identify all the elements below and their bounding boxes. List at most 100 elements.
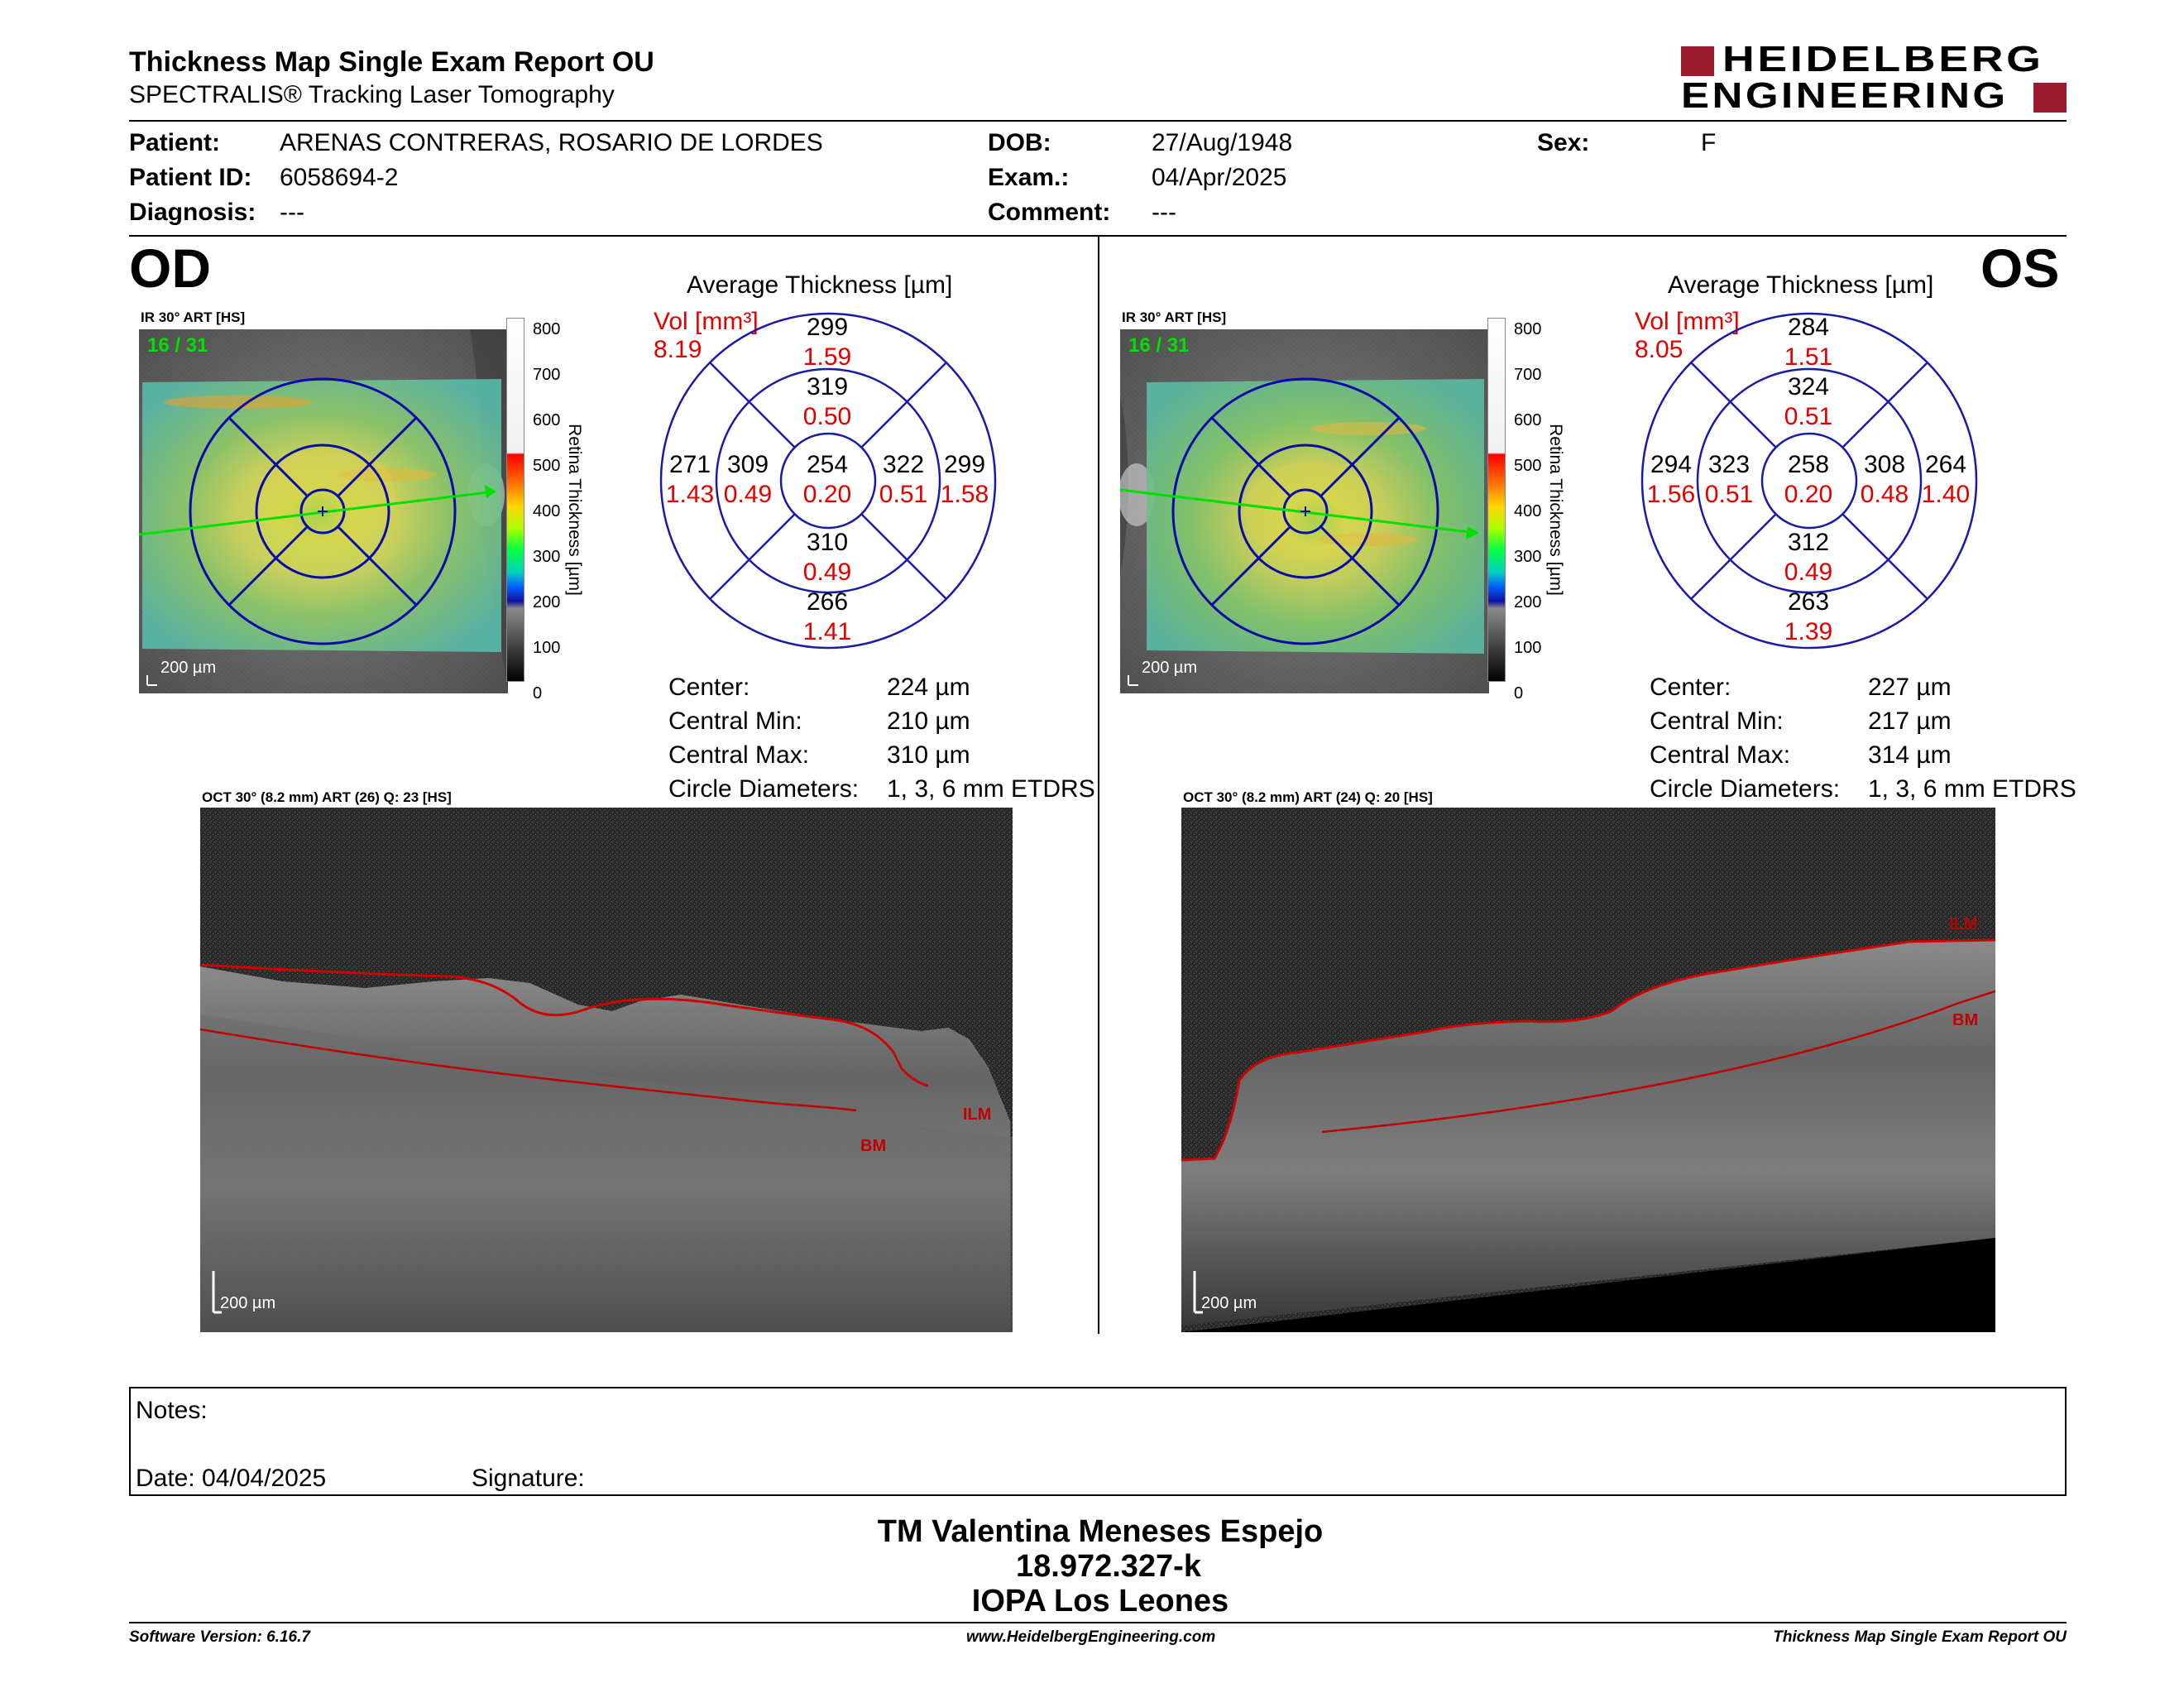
os-inner-inf-thickness: 312 — [1787, 529, 1830, 556]
notes-signature: Signature: — [472, 1465, 585, 1492]
od-scale-tick: 0 — [533, 684, 543, 703]
od-outer-inf-thickness: 266 — [806, 588, 849, 616]
od-central-min-label: Central Min: — [668, 707, 802, 735]
os-scale-axis-label: Retina Thickness [µm] — [1546, 424, 1565, 596]
os-bm-label: BM — [1952, 1011, 1979, 1029]
os-central-min-label: Central Min: — [1650, 707, 1784, 735]
signatory-rut: 18.972.327-k — [1016, 1549, 1201, 1584]
os-ir-scalebar: 200 µm — [1142, 659, 1198, 677]
logo-text-1: HEIDELBERG — [1722, 39, 2044, 79]
od-outer-inferior: 266 1.41 — [794, 587, 860, 647]
dob-label: DOB: — [988, 129, 1051, 156]
od-central-max-label: Central Max: — [668, 741, 810, 769]
heidelberg-logo: HEIDELBERG ENGINEERING — [1681, 41, 2067, 116]
od-ir-label: IR 30° ART [HS] — [141, 309, 246, 325]
os-oct-label: OCT 30° (8.2 mm) ART (24) Q: 20 [HS] — [1183, 789, 1433, 805]
od-inner-inf-thickness: 310 — [806, 529, 849, 556]
od-scale-tick: 600 — [533, 411, 561, 429]
signatory-name: TM Valentina Meneses Espejo — [877, 1514, 1324, 1549]
notes-box — [129, 1387, 2067, 1496]
od-outer-sup-thickness: 299 — [806, 314, 849, 341]
diagnosis-value: --- — [280, 199, 304, 226]
os-scale-tick: 0 — [1514, 684, 1524, 703]
os-center: 258 0.20 — [1775, 450, 1842, 510]
os-ilm-label: ILM — [1949, 915, 1978, 933]
comment-value: --- — [1152, 199, 1176, 226]
os-outer-left-volume: 1.56 — [1646, 481, 1696, 508]
software-version: Software Version: 6.16.7 — [129, 1628, 310, 1646]
patient-label: Patient: — [129, 129, 221, 156]
os-inner-right: 308 0.48 — [1851, 450, 1918, 510]
eye-label-os: OS — [1980, 237, 2060, 299]
os-scale-tick: 800 — [1514, 320, 1542, 338]
os-central-min-value: 217 µm — [1868, 707, 1952, 735]
os-center-label: Center: — [1650, 674, 1731, 701]
os-central-max-value: 314 µm — [1868, 741, 1952, 769]
os-outer-left-thickness: 294 — [1650, 451, 1693, 478]
od-scale-tick: 500 — [533, 457, 561, 475]
diagnosis-label: Diagnosis: — [129, 199, 256, 226]
comment-label: Comment: — [988, 199, 1111, 226]
od-ilm-label: ILM — [963, 1105, 992, 1124]
notes-label: Notes: — [136, 1397, 208, 1424]
os-vol-label: Vol [mm³] — [1635, 308, 1740, 335]
od-circle-diam-label: Circle Diameters: — [668, 775, 860, 803]
os-inner-right-thickness: 308 — [1863, 451, 1906, 478]
od-scale-ticks: 800 700 600 500 400 300 200 100 0 — [533, 307, 560, 717]
od-inner-superior: 319 0.50 — [794, 372, 860, 432]
os-outer-superior: 284 1.51 — [1775, 313, 1842, 372]
exam-value: 04/Apr/2025 — [1152, 164, 1287, 191]
od-inner-inf-volume: 0.49 — [802, 559, 852, 586]
footer-divider — [129, 1622, 2067, 1623]
od-inner-left-volume: 0.49 — [723, 481, 773, 508]
od-scale-axis-label: Retina Thickness [µm] — [565, 424, 584, 596]
os-etdrs-grid — [1640, 312, 1978, 650]
os-scale-tick: 500 — [1514, 457, 1542, 475]
od-oct-label: OCT 30° (8.2 mm) ART (26) Q: 23 [HS] — [202, 789, 452, 805]
od-ir-scalebar: 200 µm — [160, 659, 217, 677]
os-inner-sup-volume: 0.51 — [1784, 403, 1833, 430]
od-scale-tick: 200 — [533, 593, 561, 611]
od-inner-sup-volume: 0.50 — [802, 403, 852, 430]
notes-date: Date: 04/04/2025 — [136, 1465, 327, 1492]
os-outer-sup-volume: 1.51 — [1784, 343, 1833, 371]
od-outer-right: 299 1.58 — [932, 450, 998, 510]
od-outer-superior: 299 1.59 — [794, 313, 860, 372]
os-inner-right-volume: 0.48 — [1860, 481, 1909, 508]
od-scale-tick: 300 — [533, 548, 561, 566]
os-oct-scalebar: 200 µm — [1201, 1294, 1257, 1312]
sex-value: F — [1701, 129, 1717, 156]
od-scale-tick: 800 — [533, 320, 561, 338]
sex-label: Sex: — [1537, 129, 1590, 156]
os-grid-title: Average Thickness [µm] — [1668, 271, 1934, 299]
od-outer-right-volume: 1.58 — [940, 481, 989, 508]
os-outer-inferior: 263 1.39 — [1775, 587, 1842, 647]
website-link: www.HeidelbergEngineering.com — [966, 1628, 1216, 1646]
od-scale-tick: 400 — [533, 502, 561, 520]
od-center-label: Center: — [668, 674, 750, 701]
exam-label: Exam.: — [988, 164, 1070, 191]
center-divider — [1098, 237, 1099, 1334]
os-center-thickness: 258 — [1787, 451, 1830, 478]
os-inner-sup-thickness: 324 — [1787, 373, 1830, 400]
os-outer-left: 294 1.56 — [1638, 450, 1704, 510]
od-inner-right-volume: 0.51 — [879, 481, 928, 508]
od-outer-inf-volume: 1.41 — [802, 618, 852, 645]
od-circle-diam-value: 1, 3, 6 mm ETDRS — [887, 775, 1095, 803]
signatory-institution: IOPA Los Leones — [971, 1584, 1229, 1618]
os-vol-value: 8.05 — [1635, 336, 1684, 363]
od-color-scale — [506, 318, 524, 682]
os-outer-inf-thickness: 263 — [1787, 588, 1830, 616]
os-scale-tick: 300 — [1514, 548, 1542, 566]
os-outer-right: 264 1.40 — [1913, 450, 1979, 510]
od-inner-inferior: 310 0.49 — [794, 528, 860, 587]
os-inner-left-volume: 0.51 — [1704, 481, 1754, 508]
header-divider — [129, 120, 2067, 122]
os-outer-inf-volume: 1.39 — [1784, 618, 1833, 645]
patient-id-label: Patient ID: — [129, 164, 252, 191]
os-oct-bscan-image — [1181, 808, 1995, 1332]
os-outer-right-volume: 1.40 — [1921, 481, 1971, 508]
od-etdrs-grid — [659, 312, 997, 650]
od-thickness-map-image — [139, 329, 508, 693]
od-center-value: 224 µm — [887, 674, 970, 701]
